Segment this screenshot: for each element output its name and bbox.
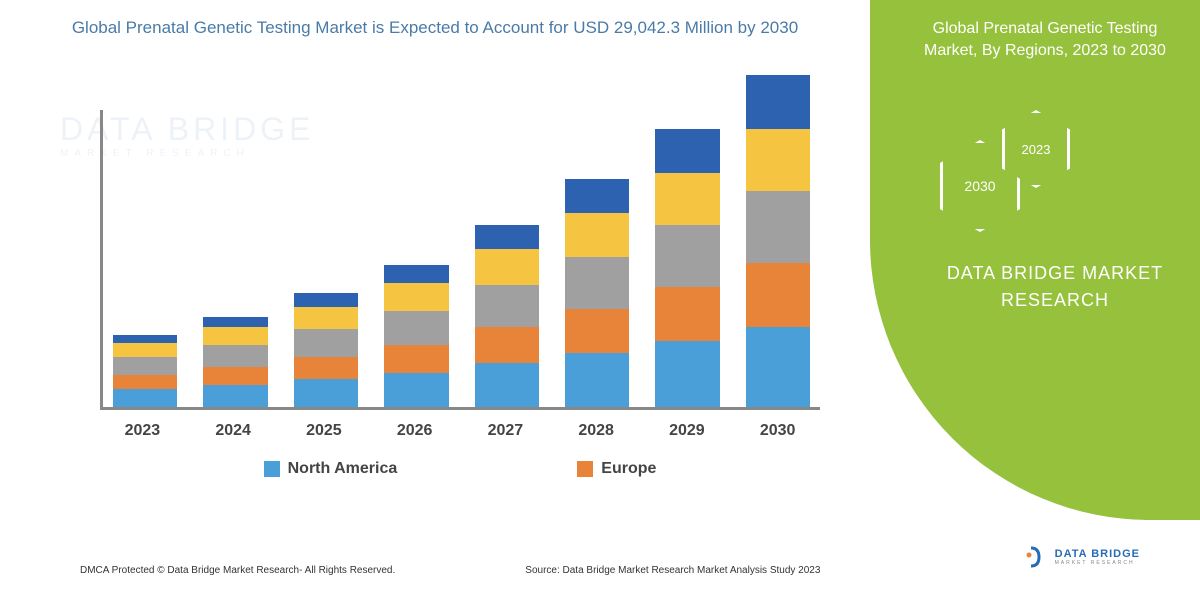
bar-segment (203, 367, 267, 385)
bar-segment (113, 389, 177, 407)
bar-segment (475, 363, 539, 407)
logo-sub-text: MARKET RESEARCH (1055, 560, 1140, 566)
legend: North America Europe (100, 460, 820, 478)
bar-col (203, 317, 267, 407)
bar-col (746, 75, 810, 407)
bars-container (103, 110, 820, 407)
bar-segment (203, 345, 267, 367)
side-panel: Global Prenatal Genetic Testing Market, … (870, 0, 1200, 520)
side-brand-text: DATA BRIDGE MARKET RESEARCH (930, 260, 1180, 314)
x-label: 2025 (292, 422, 357, 440)
bar-segment (746, 129, 810, 191)
bar-col (113, 335, 177, 407)
x-label: 2030 (745, 422, 810, 440)
bar-segment (655, 173, 719, 225)
bar-segment (565, 179, 629, 213)
x-axis-labels: 2023 2024 2025 2026 2027 2028 2029 2030 (100, 422, 820, 440)
x-label: 2027 (473, 422, 538, 440)
bar-segment (565, 309, 629, 353)
logo-icon (1023, 544, 1049, 570)
x-label: 2023 (110, 422, 175, 440)
bar-segment (113, 343, 177, 357)
bar-segment (294, 329, 358, 357)
bar-segment (203, 317, 267, 327)
logo-text-wrap: DATA BRIDGE MARKET RESEARCH (1055, 548, 1140, 566)
bar-segment (475, 285, 539, 327)
bar-col (384, 265, 448, 407)
bar-segment (655, 129, 719, 173)
main-chart-area: Global Prenatal Genetic Testing Market i… (0, 0, 870, 600)
x-label: 2026 (382, 422, 447, 440)
bar-segment (655, 341, 719, 407)
bar-col (294, 293, 358, 407)
bar-segment (294, 357, 358, 379)
x-label: 2029 (655, 422, 720, 440)
bar-segment (746, 75, 810, 129)
plot-area (100, 110, 820, 410)
footer: DMCA Protected © Data Bridge Market Rese… (0, 540, 1200, 600)
bar-segment (565, 213, 629, 257)
bar-segment (384, 311, 448, 345)
legend-item: North America (264, 460, 398, 478)
bar-segment (203, 327, 267, 345)
chart-title: Global Prenatal Genetic Testing Market i… (0, 0, 870, 38)
footer-source: Source: Data Bridge Market Research Mark… (525, 565, 820, 576)
bar-segment (384, 265, 448, 283)
footer-copyright: DMCA Protected © Data Bridge Market Rese… (80, 565, 395, 576)
bar-segment (746, 263, 810, 327)
bar-segment (113, 335, 177, 343)
bar-col (565, 179, 629, 407)
bar-segment (384, 373, 448, 407)
bar-segment (294, 293, 358, 307)
bar-segment (294, 307, 358, 329)
side-title: Global Prenatal Genetic Testing Market, … (910, 18, 1180, 63)
bar-col (655, 129, 719, 407)
legend-swatch (577, 461, 593, 477)
bar-segment (475, 327, 539, 363)
bar-segment (384, 283, 448, 311)
legend-label: North America (288, 460, 398, 478)
bar-col (475, 225, 539, 407)
bar-segment (565, 353, 629, 407)
bar-segment (746, 327, 810, 407)
x-label: 2028 (564, 422, 629, 440)
logo-main-text: DATA BRIDGE (1055, 548, 1140, 560)
chart-wrap: 20232024202520262027202820292030 North A… (100, 80, 820, 470)
bar-segment (655, 225, 719, 287)
bar-segment (294, 379, 358, 407)
bar-segment (384, 345, 448, 373)
bar-segment (475, 225, 539, 249)
x-label: 2024 (201, 422, 266, 440)
legend-label: Europe (601, 460, 656, 478)
bar-segment (746, 191, 810, 263)
bar-segment (475, 249, 539, 285)
brand-line2: RESEARCH (1001, 290, 1109, 310)
legend-swatch (264, 461, 280, 477)
bar-segment (113, 375, 177, 389)
bar-segment (203, 385, 267, 407)
legend-item: Europe (577, 460, 656, 478)
bar-segment (565, 257, 629, 309)
brand-line1: DATA BRIDGE MARKET (947, 263, 1163, 283)
bar-segment (113, 357, 177, 375)
bar-segment (655, 287, 719, 341)
footer-logo: DATA BRIDGE MARKET RESEARCH (1023, 544, 1140, 570)
